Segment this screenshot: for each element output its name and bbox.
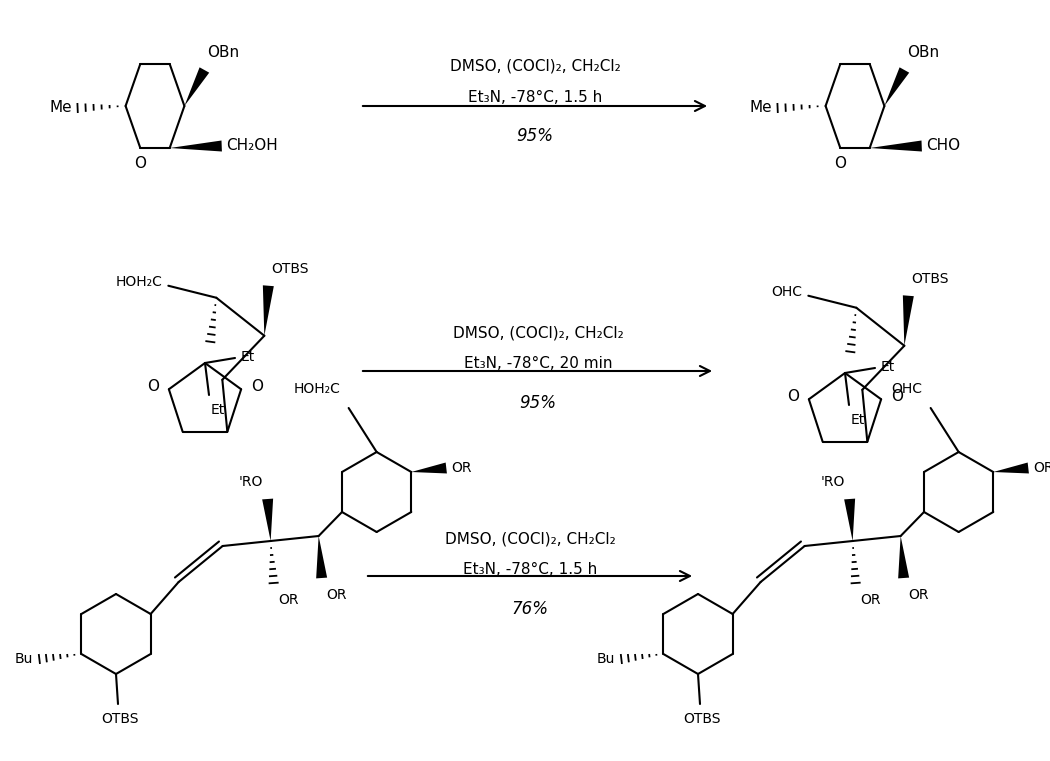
Polygon shape: [262, 285, 274, 336]
Text: OR: OR: [908, 588, 929, 602]
Text: Bu: Bu: [15, 652, 34, 666]
Text: 'RO: 'RO: [238, 475, 262, 489]
Polygon shape: [316, 536, 328, 578]
Polygon shape: [884, 67, 909, 106]
Text: OTBS: OTBS: [684, 712, 720, 726]
Polygon shape: [903, 295, 914, 345]
Text: OBn: OBn: [907, 45, 940, 60]
Text: 'RO: 'RO: [820, 475, 844, 489]
Polygon shape: [412, 463, 447, 473]
Text: O: O: [147, 379, 159, 393]
Text: DMSO, (COCl)₂, CH₂Cl₂: DMSO, (COCl)₂, CH₂Cl₂: [453, 326, 624, 340]
Text: Me: Me: [750, 100, 773, 116]
Text: Et: Et: [881, 360, 896, 374]
Text: O: O: [891, 389, 903, 404]
Polygon shape: [993, 463, 1029, 473]
Text: Me: Me: [50, 100, 72, 116]
Text: HOH₂C: HOH₂C: [294, 382, 340, 396]
Text: Et₃N, -78°C, 20 min: Et₃N, -78°C, 20 min: [464, 356, 612, 371]
Text: OHC: OHC: [891, 382, 923, 396]
Text: DMSO, (COCl)₂, CH₂Cl₂: DMSO, (COCl)₂, CH₂Cl₂: [449, 59, 621, 74]
Polygon shape: [170, 141, 222, 151]
Text: OTBS: OTBS: [911, 272, 949, 285]
Text: Et₃N, -78°C, 1.5 h: Et₃N, -78°C, 1.5 h: [468, 91, 602, 106]
Polygon shape: [185, 67, 209, 106]
Text: OR: OR: [327, 588, 348, 602]
Text: 95%: 95%: [520, 394, 556, 412]
Text: OTBS: OTBS: [101, 712, 139, 726]
Text: 76%: 76%: [511, 600, 548, 618]
Text: O: O: [251, 379, 264, 393]
Text: Et: Et: [242, 350, 255, 364]
Text: 95%: 95%: [517, 127, 553, 145]
Text: Et: Et: [850, 413, 865, 427]
Text: HOH₂C: HOH₂C: [116, 275, 163, 288]
Polygon shape: [869, 141, 922, 151]
Text: OR: OR: [278, 593, 299, 607]
Text: OBn: OBn: [208, 45, 239, 60]
Text: Et: Et: [211, 403, 226, 417]
Text: OTBS: OTBS: [271, 262, 309, 275]
Polygon shape: [898, 536, 909, 578]
Text: Et₃N, -78°C, 1.5 h: Et₃N, -78°C, 1.5 h: [463, 562, 597, 577]
Text: OR: OR: [1033, 461, 1050, 475]
Text: OR: OR: [861, 593, 881, 607]
Text: CHO: CHO: [926, 139, 960, 154]
Polygon shape: [262, 498, 273, 541]
Text: DMSO, (COCl)₂, CH₂Cl₂: DMSO, (COCl)₂, CH₂Cl₂: [444, 531, 615, 546]
Polygon shape: [844, 498, 855, 541]
Text: O: O: [786, 389, 799, 404]
Text: OR: OR: [452, 461, 471, 475]
Text: O: O: [835, 157, 846, 171]
Text: CH₂OH: CH₂OH: [226, 139, 277, 154]
Text: O: O: [134, 157, 146, 171]
Text: Bu: Bu: [597, 652, 615, 666]
Text: OHC: OHC: [772, 285, 802, 299]
